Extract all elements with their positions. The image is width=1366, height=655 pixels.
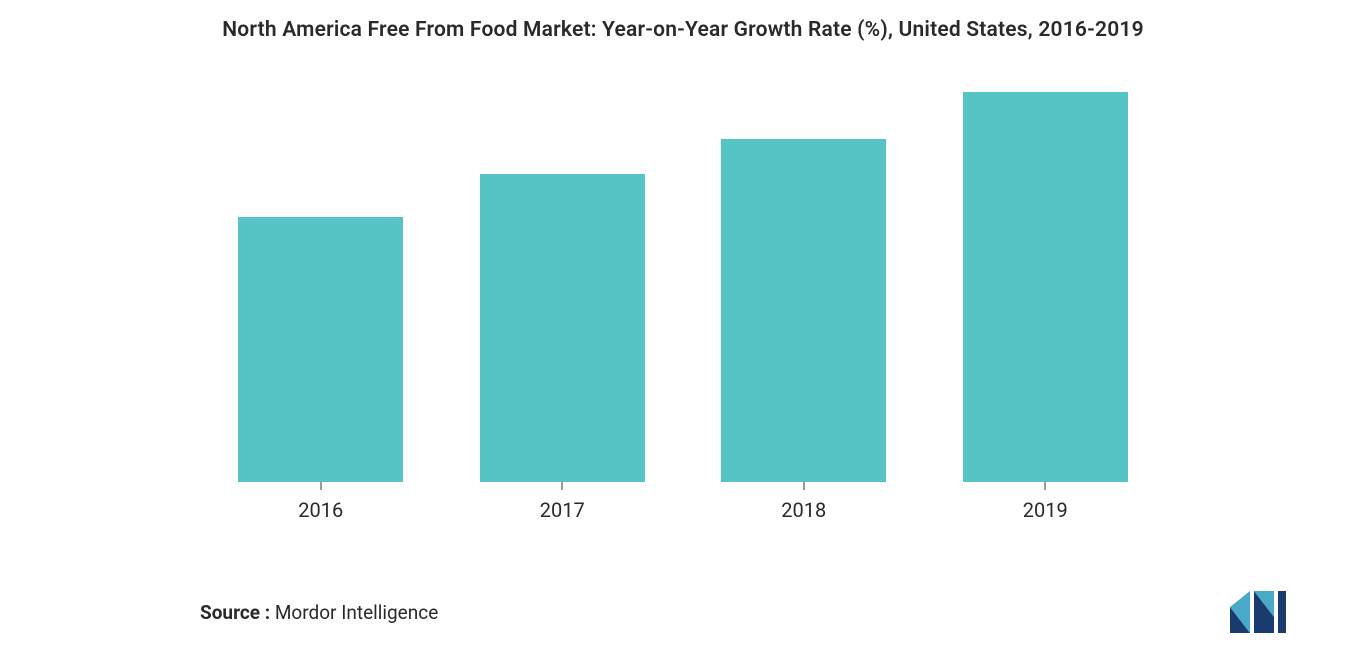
bar-2016 [238, 217, 403, 482]
tick-mark [320, 482, 321, 490]
tick-mark [803, 482, 804, 490]
tick-mark [1045, 482, 1046, 490]
footer: Source : Mordor Intelligence [0, 589, 1366, 635]
x-label: 2017 [442, 498, 684, 522]
plot-region [200, 92, 1166, 482]
source-value: Mordor Intelligence [275, 601, 438, 624]
bar-slot [200, 92, 442, 482]
source-label: Source : [200, 601, 275, 624]
bar-2018 [721, 139, 886, 482]
chart-area: 2016 2017 2018 2019 [0, 62, 1366, 542]
bar-slot [683, 92, 925, 482]
bar-slot [925, 92, 1167, 482]
chart-title: North America Free From Food Market: Yea… [0, 0, 1366, 52]
x-label: 2019 [925, 498, 1167, 522]
x-label: 2018 [683, 498, 925, 522]
source-attribution: Source : Mordor Intelligence [200, 601, 438, 624]
tick-mark [562, 482, 563, 490]
bar-2019 [963, 92, 1128, 482]
x-axis-labels: 2016 2017 2018 2019 [200, 498, 1166, 522]
x-label: 2016 [200, 498, 442, 522]
mordor-logo-icon [1228, 589, 1306, 635]
bar-slot [442, 92, 684, 482]
bar-2017 [480, 174, 645, 482]
